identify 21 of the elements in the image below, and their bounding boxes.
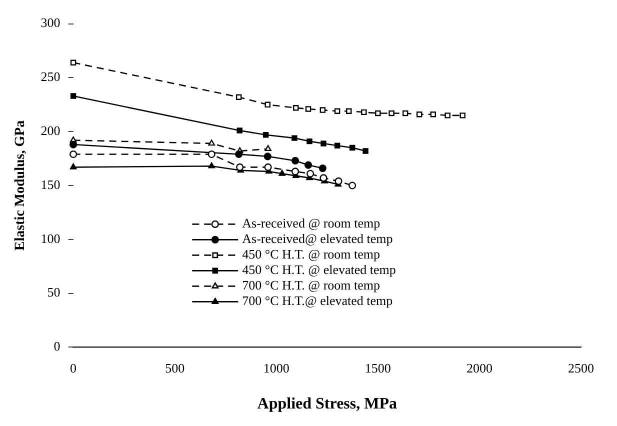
legend-label: 700 °C H.T. @ room temp xyxy=(242,278,380,293)
legend-label: As-received@ elevated temp xyxy=(242,231,393,246)
legend-label: 450 °C H.T. @ elevated temp xyxy=(242,262,396,278)
legend-label: As-received @ room temp xyxy=(242,216,380,231)
y-tick-label: 100 xyxy=(40,230,60,246)
y-tick-label: 250 xyxy=(40,69,60,84)
x-tick-label: 1500 xyxy=(364,360,391,376)
y-tick-label: 200 xyxy=(40,123,60,138)
x-tick-label: 0 xyxy=(70,360,77,376)
x-tick-label: 500 xyxy=(165,360,185,376)
x-tick-label: 1000 xyxy=(263,360,290,376)
y-tick-label: 150 xyxy=(40,176,60,192)
y-tick-label: 0 xyxy=(54,338,60,354)
legend-label: 700 °C H.T.@ elevated temp xyxy=(242,293,393,308)
x-tick-label: 2000 xyxy=(466,360,492,376)
legend-label: 450 °C H.T. @ room temp xyxy=(242,246,380,262)
x-axis-title: Applied Stress, MPa xyxy=(257,396,398,413)
y-axis-title: Elastic Modulus, GPa xyxy=(13,120,28,251)
y-tick-label: 300 xyxy=(40,15,60,30)
y-tick-label: 50 xyxy=(47,284,60,300)
x-tick-label: 2500 xyxy=(568,360,594,376)
